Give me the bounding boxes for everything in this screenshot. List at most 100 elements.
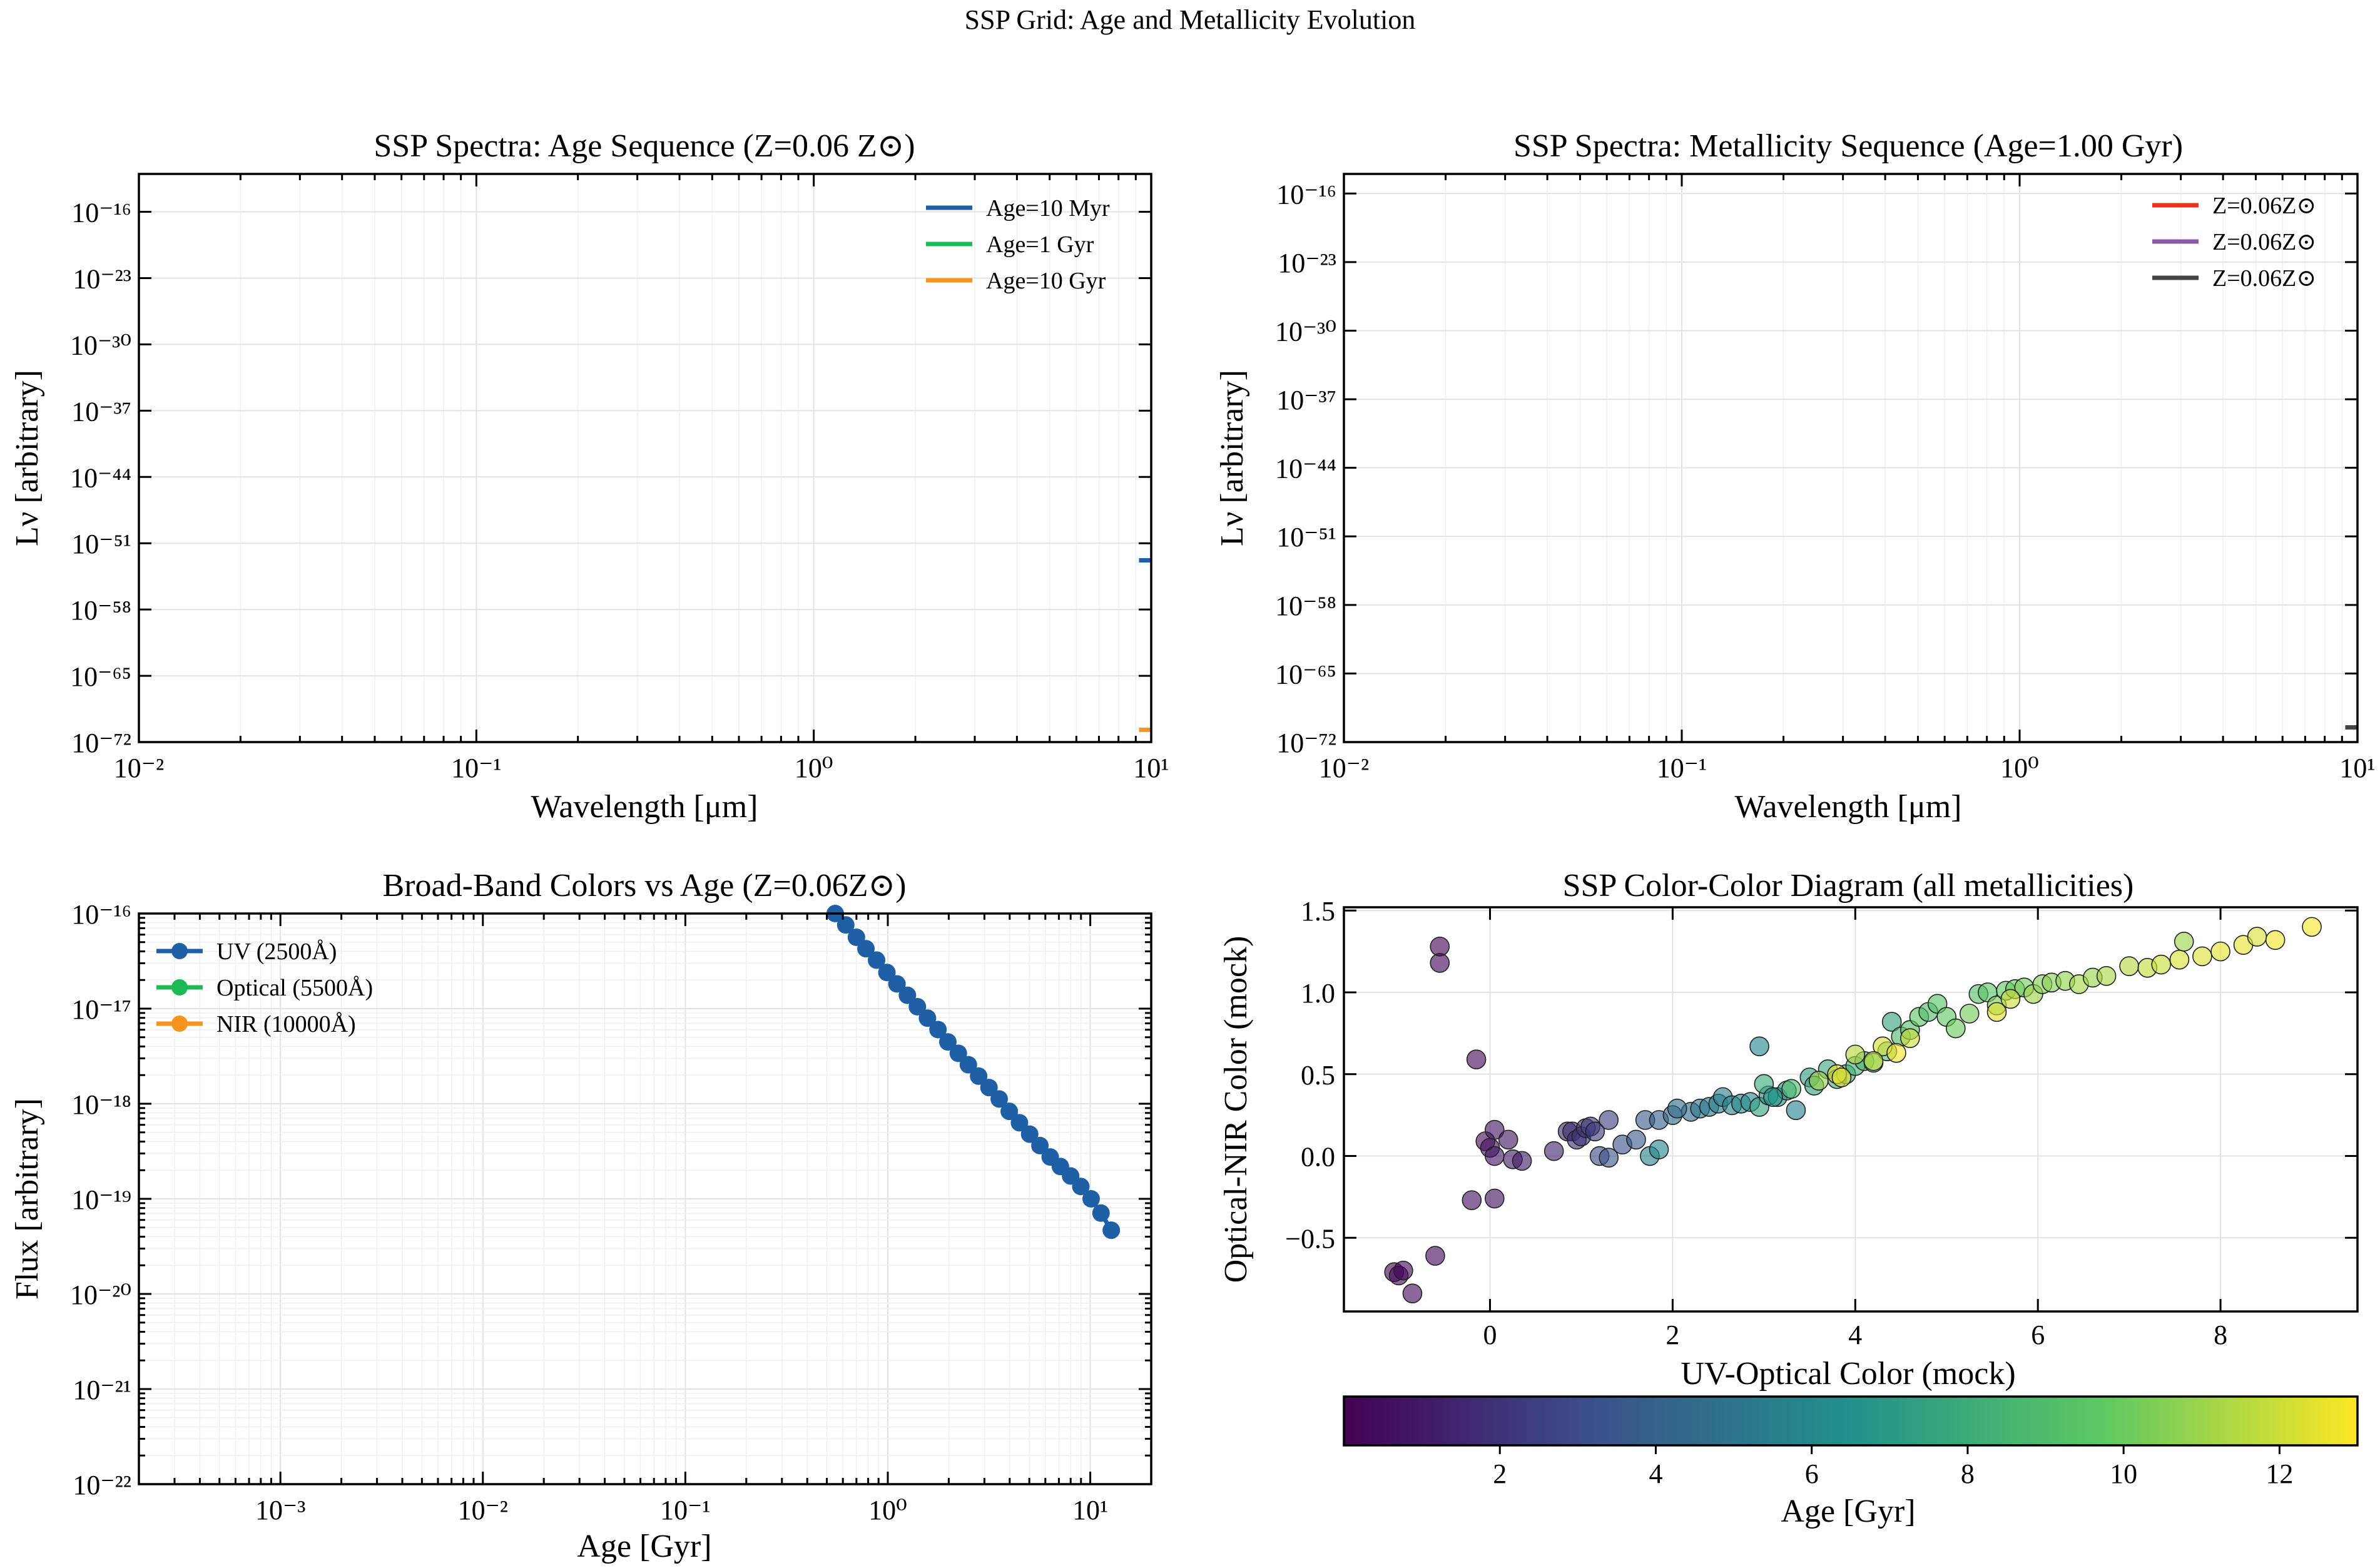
scatter-point <box>1585 1121 1605 1142</box>
scatter-point <box>1626 1129 1646 1150</box>
series-marker <box>970 1067 988 1085</box>
panel-metallicity-sequence-ylabel: Lν [arbitrary] <box>1214 370 1250 546</box>
scatter-point <box>1749 1036 1769 1057</box>
scatter-point <box>1781 1079 1801 1099</box>
scatter-point <box>1667 1098 1687 1119</box>
panel-broadband-vs-age-xlabel: Age [Gyr] <box>577 1529 711 1564</box>
panel-metallicity-sequence-title: SSP Spectra: Metallicity Sequence (Age=1… <box>1513 128 2183 164</box>
panel-age-sequence-grid <box>138 174 1152 743</box>
scatter-point <box>2174 932 2194 952</box>
scatter-point <box>1845 1044 1866 1065</box>
scatter-point <box>1763 1087 1783 1107</box>
y-tick-label: 10⁻⁴⁴ <box>70 462 131 493</box>
y-tick-label: 10⁻²⁰ <box>70 1280 131 1310</box>
panel-metallicity-sequence-axes <box>1343 173 2359 743</box>
y-tick-label: 10⁻⁵⁸ <box>70 595 131 626</box>
y-tick-label: 0.0 <box>1301 1142 1335 1173</box>
y-tick-label: 10⁻²³ <box>1278 248 1336 278</box>
scatter-point <box>1886 1042 1906 1063</box>
scatter-point <box>1485 1188 1505 1209</box>
y-tick-label: 10⁻³⁷ <box>1276 385 1336 415</box>
colorbar-label: Age [Gyr] <box>1781 1494 1915 1529</box>
y-tick-label: 10⁻⁶⁵ <box>1275 659 1336 690</box>
x-tick-label: 4 <box>1848 1320 1862 1350</box>
legend-label: Age=1 Gyr <box>986 232 1094 258</box>
panel-color-color-points <box>1384 917 2322 1304</box>
series-marker <box>929 1021 947 1039</box>
legend-label: Age=10 Gyr <box>986 268 1106 294</box>
legend-marker <box>171 943 188 959</box>
scatter-point <box>1543 1141 1564 1161</box>
x-tick-label: 10¹ <box>1133 753 1169 783</box>
series-marker <box>1031 1136 1049 1154</box>
series-marker <box>1072 1178 1090 1196</box>
panel-color-color-axes <box>1343 906 2359 1313</box>
panel-color-color-grid <box>1344 907 2357 1311</box>
panel-broadband-vs-age-legend: UV (2500Å) Optical (5500Å) NIR (10000Å) <box>156 939 373 1037</box>
panel-metallicity-sequence-ticks: 10⁻² 10⁻¹ 10⁰ 10¹ 10⁻⁷² 10⁻⁶⁵ 10⁻⁵⁸ 10⁻⁵¹ 10⁻⁴⁴ 1… <box>1275 174 2376 783</box>
scatter-point <box>1462 1190 1482 1210</box>
x-tick-label: 10⁻² <box>458 1495 508 1525</box>
scatter-point <box>2096 966 2117 986</box>
x-tick-label: 10⁰ <box>868 1495 907 1525</box>
series-marker <box>898 986 917 1004</box>
scatter-point <box>1430 953 1450 973</box>
scatter-point <box>1512 1151 1532 1171</box>
y-tick-label: 10⁻²¹ <box>73 1375 131 1405</box>
legend-label: Optical (5500Å) <box>216 975 373 1001</box>
y-tick-label: 10⁻¹⁸ <box>71 1089 131 1120</box>
y-tick-label: 0.5 <box>1301 1060 1335 1091</box>
x-tick-label: 6 <box>2031 1320 2045 1350</box>
y-tick-label: 1.5 <box>1301 896 1335 927</box>
x-tick-label: 10¹ <box>2339 753 2375 783</box>
y-tick-label: 1.0 <box>1301 978 1335 1009</box>
scatter-point <box>2119 956 2139 976</box>
y-tick-label: 10⁻⁷² <box>71 728 131 758</box>
panel-metallicity-sequence-legend: Z=0.06Z⊙ Z=0.06Z⊙ Z=0.06Z⊙ <box>2152 193 2316 292</box>
y-tick-label: 10⁻¹⁹ <box>71 1184 131 1215</box>
y-tick-label: 10⁻³⁰ <box>1275 316 1336 347</box>
scatter-point <box>1946 1018 1966 1039</box>
y-tick-label: 10⁻⁵⁸ <box>1275 591 1336 621</box>
x-tick-label: 0 <box>1483 1320 1497 1350</box>
scatter-point <box>1959 1004 1980 1024</box>
panel-age-sequence-xlabel: Wavelength [μm] <box>531 789 758 825</box>
panel-metallicity-sequence-grid <box>1343 174 2358 743</box>
panel-metallicity-sequence: SSP Spectra: Metallicity Sequence (Age=1… <box>1214 128 2376 825</box>
scatter-point <box>2000 989 2021 1009</box>
colorbar-tick-label: 12 <box>2266 1459 2293 1489</box>
colorbar-tick-label: 10 <box>2110 1459 2137 1489</box>
scatter-point <box>1425 1246 1445 1266</box>
x-tick-label: 10⁰ <box>2000 753 2039 783</box>
panel-age-sequence: SSP Spectra: Age Sequence (Z=0.06 Z⊙) 10… <box>9 128 1169 825</box>
scatter-point <box>1786 1100 1806 1121</box>
y-tick-label: 10⁻⁵¹ <box>1276 522 1336 552</box>
y-tick-label: 10⁻⁶⁵ <box>70 661 131 692</box>
panel-broadband-vs-age-series <box>826 905 1121 1240</box>
series-marker <box>1092 1204 1110 1222</box>
x-tick-label: 10⁻¹ <box>660 1495 710 1525</box>
panel-color-color-xlabel: UV-Optical Color (mock) <box>1681 1356 2015 1392</box>
series-marker <box>1082 1190 1100 1208</box>
colorbar-tick-label: 6 <box>1805 1459 1819 1489</box>
scatter-point <box>2210 941 2230 962</box>
colorbar-tick-label: 4 <box>1649 1459 1662 1489</box>
scatter-point <box>1498 1129 1518 1150</box>
legend-label: UV (2500Å) <box>216 939 337 965</box>
series-marker <box>857 940 875 958</box>
scatter-point <box>1393 1260 1413 1281</box>
x-tick-label: 10⁻² <box>114 753 164 783</box>
colorbar-tick-label: 2 <box>1493 1459 1507 1489</box>
series-marker <box>868 951 886 969</box>
series-marker <box>878 964 896 982</box>
series-marker <box>959 1056 977 1074</box>
series-marker <box>918 1009 937 1027</box>
x-tick-label: 10¹ <box>1072 1495 1108 1525</box>
y-tick-label: 10⁻³⁷ <box>71 396 131 427</box>
y-tick-label: 10⁻²³ <box>73 263 131 294</box>
y-tick-label: 10⁻³⁰ <box>70 330 131 360</box>
series-marker <box>908 997 927 1016</box>
series-marker <box>990 1090 1009 1108</box>
scatter-point <box>1485 1119 1505 1140</box>
